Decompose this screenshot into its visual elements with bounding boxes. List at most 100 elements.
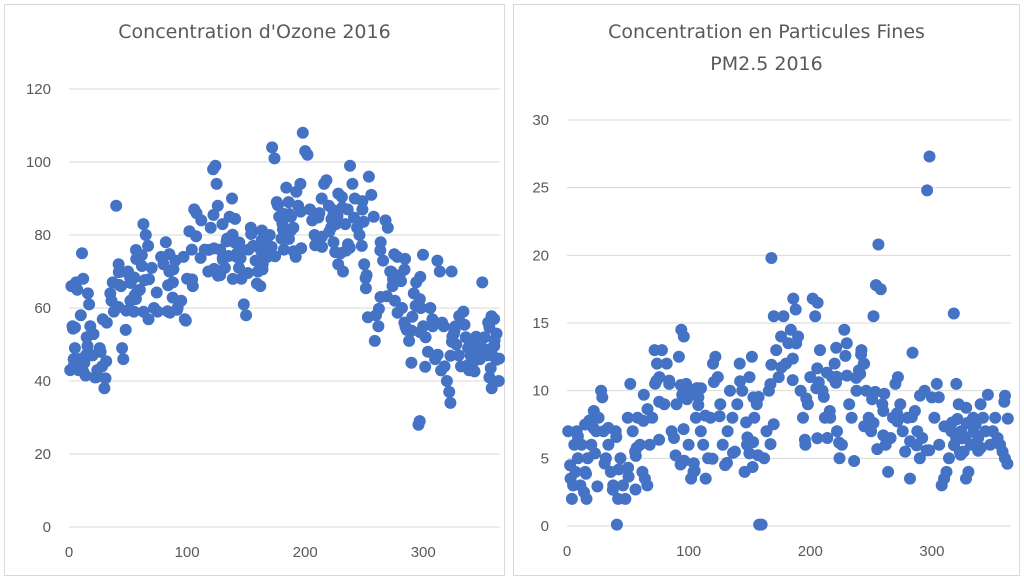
pm25-data-point	[797, 411, 809, 424]
ozone-data-point	[268, 152, 281, 165]
pm25-data-point	[687, 457, 700, 470]
ozone-data-point	[435, 364, 448, 377]
ozone-data-point	[367, 210, 380, 223]
ozone-data-point	[356, 195, 369, 208]
pm25-data-point	[775, 361, 788, 374]
pm25-data-point	[828, 357, 841, 370]
pm25-y-tick-label: 5	[541, 450, 549, 467]
ozone-y-tick-label: 60	[34, 300, 51, 317]
pm25-data-point	[619, 492, 632, 505]
pm25-data-point	[896, 425, 909, 438]
pm25-data-point	[731, 398, 744, 411]
pm25-data-point	[841, 369, 853, 382]
ozone-data-point	[337, 265, 349, 278]
pm25-data-point	[764, 378, 777, 391]
ozone-x-tick-label: 0	[65, 544, 73, 561]
ozone-data-point	[226, 192, 238, 205]
pm25-data-point	[786, 374, 799, 387]
ozone-data-point	[202, 243, 215, 256]
pm25-data-point	[610, 431, 623, 443]
pm25-data-point	[641, 479, 654, 492]
ozone-data-point	[478, 331, 491, 344]
ozone-data-point	[361, 311, 374, 324]
ozone-data-point	[355, 239, 368, 252]
pm25-data-point	[709, 350, 722, 363]
pm25-data-point	[812, 376, 825, 389]
pm25-data-point	[845, 411, 858, 424]
ozone-data-point	[221, 233, 234, 246]
pm25-data-point	[981, 388, 994, 401]
ozone-data-point	[309, 239, 322, 252]
ozone-data-point	[294, 205, 307, 218]
ozone-data-point	[444, 396, 457, 409]
pm25-data-point	[598, 457, 611, 470]
ozone-data-point	[68, 342, 81, 355]
pm25-data-point	[726, 411, 739, 424]
pm25-data-point	[950, 377, 963, 390]
pm25-data-point	[740, 416, 753, 429]
pm25-data-point	[891, 371, 904, 384]
ozone-data-point	[119, 323, 132, 336]
ozone-data-point	[381, 221, 394, 234]
pm25-data-point	[571, 430, 584, 443]
pm25-data-point	[564, 459, 577, 472]
ozone-data-point	[431, 348, 444, 361]
ozone-data-point	[413, 293, 426, 306]
ozone-data-point	[414, 270, 427, 283]
pm25-data-point	[721, 425, 734, 438]
ozone-data-point	[492, 375, 505, 387]
ozone-data-point	[185, 243, 198, 256]
ozone-data-point	[159, 236, 172, 249]
pm25-data-point	[663, 374, 676, 387]
ozone-x-tick-label: 300	[411, 544, 436, 561]
pm25-data-point	[562, 425, 575, 438]
pm25-data-point	[855, 348, 868, 361]
pm25-data-point	[830, 341, 843, 354]
pm25-data-point	[820, 366, 833, 379]
ozone-data-point	[301, 148, 314, 161]
ozone-data-point	[329, 246, 342, 259]
ozone-data-point	[240, 309, 253, 322]
pm25-data-point	[811, 362, 824, 375]
ozone-data-point	[437, 320, 450, 333]
pm25-data-point	[622, 470, 635, 483]
pm25-data-point	[891, 407, 904, 420]
ozone-data-point	[250, 277, 263, 290]
pm25-data-point	[621, 411, 634, 424]
ozone-data-point	[229, 212, 242, 225]
pm25-data-point	[878, 387, 891, 400]
ozone-data-point	[476, 276, 489, 289]
pm25-data-point	[923, 150, 936, 163]
pm25-data-point	[695, 382, 707, 395]
ozone-data-point	[265, 249, 278, 262]
ozone-data-point	[186, 273, 199, 286]
ozone-data-point	[426, 313, 439, 326]
pm25-data-point	[612, 463, 625, 476]
ozone-y-tick-label: 120	[26, 81, 51, 98]
pm25-data-point	[721, 456, 733, 469]
pm25-data-point	[831, 425, 843, 438]
ozone-data-point	[413, 415, 426, 428]
ozone-data-point	[67, 359, 80, 372]
pm25-data-point	[910, 439, 923, 452]
pm25-data-point	[583, 414, 596, 427]
pm25-data-point	[707, 376, 720, 388]
ozone-data-point	[372, 320, 385, 333]
ozone-data-point	[359, 282, 372, 295]
pm25-data-point	[989, 411, 1002, 424]
pm25-data-point	[610, 518, 623, 531]
ozone-data-point	[81, 287, 94, 300]
pm25-data-point	[649, 377, 662, 390]
pm25-data-point	[699, 472, 712, 485]
ozone-data-point	[256, 263, 269, 276]
pm25-data-point	[637, 414, 650, 427]
pm25-data-point	[565, 492, 578, 505]
pm25-data-point	[809, 310, 822, 323]
ozone-data-point	[431, 254, 444, 267]
pm25-x-tick-label: 0	[563, 543, 571, 560]
ozone-data-point	[212, 269, 224, 282]
pm25-data-point	[869, 385, 882, 398]
pm25-x-tick-label: 300	[919, 543, 944, 560]
ozone-data-point	[391, 306, 404, 319]
ozone-y-tick-label: 20	[34, 446, 51, 463]
